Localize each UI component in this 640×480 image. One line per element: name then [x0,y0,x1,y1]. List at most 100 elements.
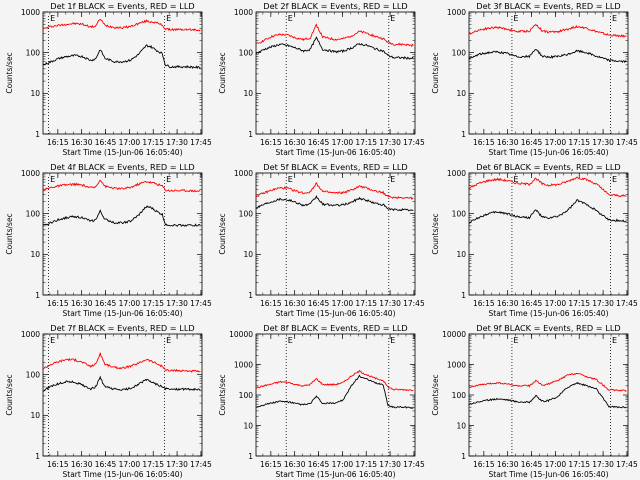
y-tick-label: 100 [452,209,467,218]
x-tick-label: 17:45 [616,299,638,308]
chart-title: Det 7f BLACK = Events, RED = LLD [50,323,194,333]
events-series-line [42,44,201,70]
events-series-line [468,199,627,224]
y-axis-label: Counts/sec [5,374,14,415]
y-axis-label: Counts/sec [218,213,227,254]
x-tick-label: 17:00 [545,299,567,308]
x-axis-label: Start Time (15-Jun-06 16:05:40) [489,148,609,157]
y-tick-label: 100 [239,48,254,57]
plot-frame [42,172,203,296]
interval-marker-label: E [50,14,55,23]
interval-marker-label: E [166,14,171,23]
x-tick-label: 16:30 [71,138,93,147]
x-axis-label: Start Time (15-Jun-06 16:05:40) [489,470,609,479]
lld-series-line [255,369,414,392]
plot-frame [42,11,203,135]
y-tick-label: 100 [452,391,467,400]
detector-chart-2: Det 2f BLACK = Events, RED = LLD Counts/s… [218,1,425,157]
plot-frame [255,11,416,135]
x-tick-label: 17:30 [166,299,188,308]
x-tick-label: 17:15 [142,138,164,147]
lld-series-line [42,352,201,373]
y-tick-label: 1 [248,452,253,461]
y-tick-label: 100 [452,48,467,57]
y-tick-label: 100 [26,209,41,218]
interval-marker-label: E [390,175,395,184]
events-series-line [468,381,627,409]
events-series-line [255,374,414,410]
events-series-line [42,375,201,392]
interval-marker-label: E [612,14,617,23]
y-tick-label: 10 [243,421,253,430]
plot-frame [468,172,629,296]
x-tick-label: 17:45 [190,138,212,147]
chart-title: Det 4f BLACK = Events, RED = LLD [50,162,194,172]
lld-series-line [42,18,201,32]
y-tick-label: 100 [26,370,41,379]
x-tick-label: 17:00 [545,138,567,147]
lld-series-line [469,176,627,198]
x-axis-label: Start Time (15-Jun-06 16:05:40) [276,148,396,157]
y-tick-label: 1000 [21,330,40,339]
y-tick-label: 1000 [234,169,253,178]
x-tick-label: 16:45 [308,299,330,308]
x-tick-label: 16:15 [260,138,282,147]
x-tick-label: 17:30 [592,299,614,308]
lld-series-line [468,23,627,39]
y-tick-label: 1 [35,130,40,139]
y-tick-label: 1000 [21,169,40,178]
interval-marker-label: E [390,14,395,23]
x-tick-label: 16:30 [71,299,93,308]
x-tick-label: 17:00 [119,138,141,147]
y-tick-label: 1 [248,291,253,300]
interval-marker-label: E [513,14,518,23]
plot-frame [255,172,416,296]
y-tick-label: 10000 [229,330,253,339]
lld-series-line [42,179,201,193]
x-tick-label: 16:30 [284,138,306,147]
x-tick-label: 16:15 [473,138,495,147]
y-tick-label: 10 [243,89,253,98]
x-axis-label: Start Time (15-Jun-06 16:05:40) [63,309,183,318]
interval-marker-label: E [166,336,171,345]
interval-marker-label: E [50,175,55,184]
x-tick-label: 17:30 [166,138,188,147]
x-tick-label: 16:30 [71,460,93,469]
x-tick-label: 17:45 [403,138,425,147]
x-tick-label: 16:30 [497,299,519,308]
x-tick-label: 17:00 [332,299,354,308]
y-axis-label: Counts/sec [5,213,14,254]
x-tick-label: 17:15 [355,138,377,147]
y-tick-label: 10 [30,411,40,420]
chart-title: Det 3f BLACK = Events, RED = LLD [476,1,620,11]
y-tick-label: 1 [35,452,40,461]
y-tick-label: 1 [248,130,253,139]
x-tick-label: 17:00 [119,299,141,308]
x-tick-label: 16:15 [47,299,69,308]
y-tick-label: 10 [243,250,253,259]
plot-frame [468,11,629,135]
detector-chart-6: Det 6f BLACK = Events, RED = LLD Counts/s… [431,162,638,318]
x-tick-label: 17:45 [403,299,425,308]
y-tick-label: 100 [26,48,41,57]
detector-chart-5: Det 5f BLACK = Events, RED = LLD Counts/s… [218,162,425,318]
interval-marker-label: E [513,336,518,345]
x-tick-label: 17:30 [592,460,614,469]
lld-series-line [255,23,414,48]
y-axis-label: Counts/sec [218,374,227,415]
plot-frame [255,333,416,457]
detector-chart-8: Det 8f BLACK = Events, RED = LLD Counts/s… [218,323,425,479]
events-series-line [468,48,627,64]
x-tick-label: 17:15 [568,460,590,469]
y-tick-label: 10 [30,89,40,98]
detector-chart-9: Det 9f BLACK = Events, RED = LLD Counts/s… [431,323,638,479]
x-tick-label: 16:45 [95,460,117,469]
x-tick-label: 17:00 [119,460,141,469]
y-axis-label: Counts/sec [5,52,14,93]
interval-marker-label: E [166,175,171,184]
x-tick-label: 16:45 [521,299,543,308]
x-tick-label: 17:15 [355,299,377,308]
x-axis-label: Start Time (15-Jun-06 16:05:40) [489,309,609,318]
y-tick-label: 1000 [447,169,466,178]
interval-marker-label: E [513,175,518,184]
